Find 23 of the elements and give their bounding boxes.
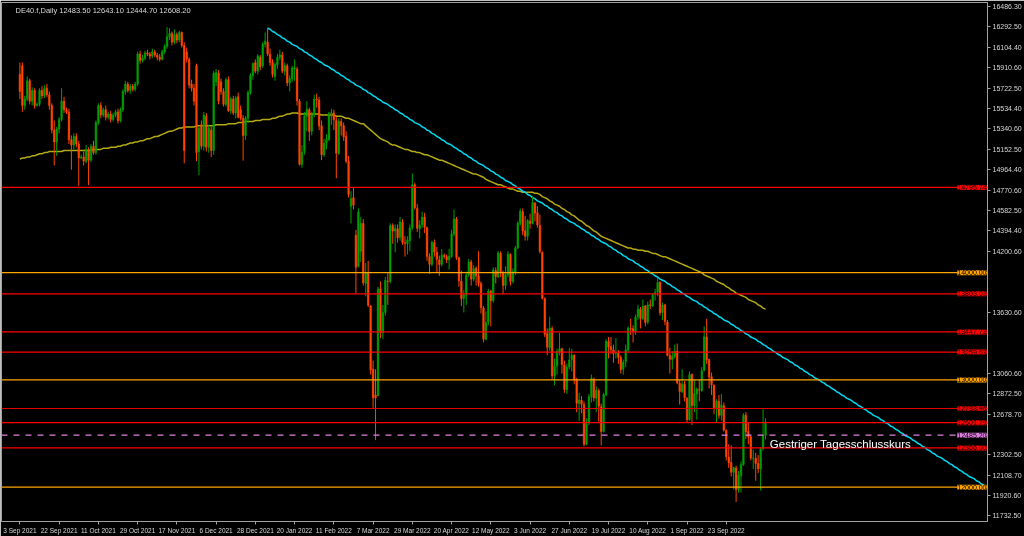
candlestick [754,452,757,482]
candlestick [352,186,355,210]
candlestick [656,277,659,297]
candlestick [38,87,41,108]
candlestick [33,87,36,110]
candlestick [717,394,720,420]
candlestick [391,222,394,245]
candlestick [28,78,31,105]
candlestick [744,411,747,440]
candlestick [526,218,529,242]
candlestick [200,119,203,150]
candlestick [394,223,397,253]
candlestick [386,272,389,306]
candlestick [364,262,367,297]
candlestick [399,216,402,242]
candlestick [698,379,701,402]
candlestick [607,336,610,360]
candlestick [234,95,237,119]
candlestick [322,138,326,158]
candlestick [681,368,684,394]
candlestick [529,213,532,230]
candlestick [207,124,210,154]
candlestick [87,146,90,186]
